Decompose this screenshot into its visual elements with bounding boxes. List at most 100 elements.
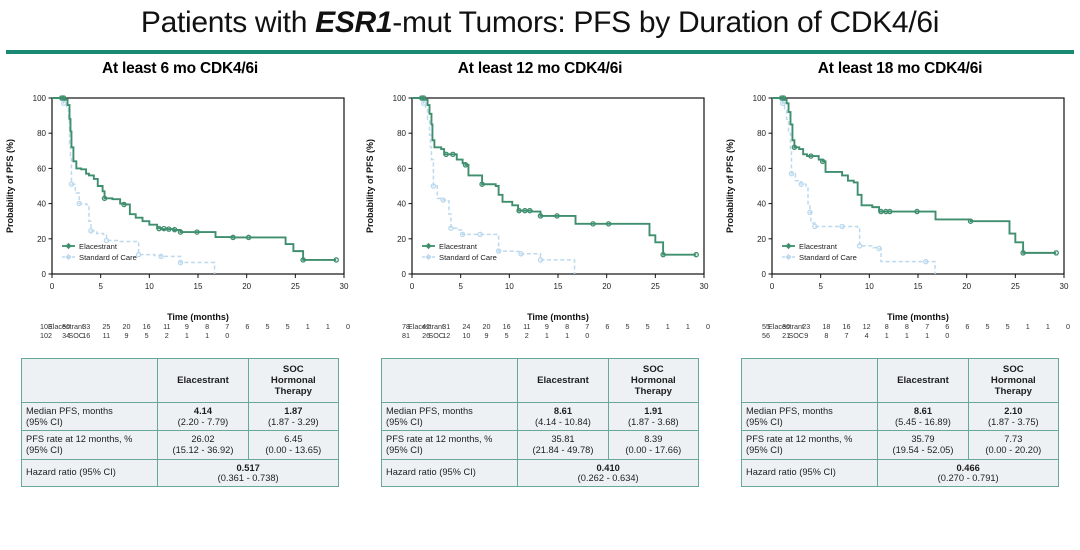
row-label-median-pfs: Median PFS, months (95% CI): [740, 401, 879, 432]
x-tick-label: 0: [410, 282, 415, 291]
y-tick-label: 20: [37, 235, 46, 244]
risk-value: 1: [925, 331, 930, 340]
censor-mark: [418, 95, 425, 101]
row-label-pfs-rate: PFS rate at 12 months, % (95% CI): [740, 430, 879, 460]
risk-value: 0: [945, 331, 950, 340]
risk-value: 8: [565, 322, 570, 331]
y-tick-label: 60: [397, 164, 406, 173]
median-pfs-soc: 2.10 (1.87 - 3.75): [967, 401, 1060, 432]
legend-label: Elacestrant: [799, 242, 838, 251]
risk-value: 5: [285, 322, 290, 331]
chart-legend: Elacestrant Standard of Care: [782, 242, 857, 262]
risk-value: 7: [844, 331, 849, 340]
table-row-median-pfs: Median PFS, months (95% CI) 8.61 (4.14 - 1…: [380, 401, 700, 432]
censor-mark: [60, 95, 67, 101]
summary-stats-table: Elacestrant SOC Hormonal Therapy Median PF…: [380, 358, 700, 487]
table-row-median-pfs: Median PFS, months (95% CI) 4.14 (2.20 - 7…: [20, 401, 340, 432]
legend-marker: [425, 253, 432, 261]
legend-label: Standard of Care: [799, 253, 857, 262]
risk-value: 2: [524, 331, 529, 340]
risk-value: 25: [102, 322, 111, 331]
median-pfs-elacestrant: 4.14 (2.20 - 7.79): [157, 401, 249, 432]
censor-mark: [554, 213, 560, 219]
censor-mark: [778, 95, 785, 101]
pfs-rate-soc: 7.73 (0.00 - 20.20): [967, 430, 1060, 460]
panel-1: At least 6 mo CDK4/6i 0 20 40 60 80 100 0 5 10 15 2…: [0, 60, 360, 546]
x-tick-label: 0: [770, 282, 775, 291]
censor-mark: [177, 229, 184, 235]
risk-value: 34: [62, 331, 71, 340]
numbers-at-risk: Elacestrant 55 30 23 18 16 12 8 8 7 6 6 5 5 1 1 0 SOC 56 21…: [720, 322, 1080, 350]
risk-value: 81: [402, 331, 410, 340]
table-row-pfs-rate: PFS rate at 12 months, % (95% CI) 35.79 (1…: [740, 430, 1060, 460]
censor-mark: [527, 207, 533, 214]
row-label-median-pfs: Median PFS, months (95% CI): [380, 401, 519, 432]
censor-mark: [605, 221, 612, 227]
censor-mark: [923, 258, 929, 265]
risk-value: 11: [102, 331, 111, 340]
x-tick-label: 10: [145, 282, 154, 291]
y-tick-label: 100: [393, 94, 407, 103]
censor-mark: [798, 181, 804, 187]
risk-value: 42: [422, 322, 431, 331]
y-tick-label: 0: [402, 270, 407, 279]
page-title-gene: ESR1: [315, 6, 393, 39]
censor-mark: [537, 213, 544, 219]
risk-value: 1: [1045, 322, 1050, 331]
censor-mark: [88, 228, 94, 234]
y-tick-label: 20: [757, 235, 766, 244]
x-tick-label: 5: [98, 282, 103, 291]
header-elacestrant: Elacestrant: [157, 358, 249, 403]
chart-area: 0 20 40 60 80 100 0 5 10 15 20 25 30 Time (months) Pro…: [720, 86, 1080, 326]
y-tick-label: 0: [42, 270, 47, 279]
x-tick-label: 15: [554, 282, 563, 291]
censor-mark: [58, 95, 65, 101]
legend-marker: [65, 253, 72, 261]
censor-mark: [135, 251, 142, 258]
censor-mark: [479, 181, 485, 187]
risk-value: 8: [904, 322, 909, 331]
risk-row-elacestrant: Elacestrant 103 50 33 25 20 16 11 9 8 7 6 5 5 1 1 0: [0, 322, 360, 333]
x-tick-label: 30: [1060, 282, 1069, 291]
header-soc: SOC Hormonal Therapy: [247, 358, 340, 403]
censor-mark: [333, 257, 339, 263]
y-axis-title: Probability of PFS (%): [365, 139, 375, 233]
censor-mark: [101, 195, 108, 202]
km-plot: 0 20 40 60 80 100 0 5 10 15 20 25 30 Time (months) Pro…: [725, 94, 1069, 322]
risk-value: 16: [842, 322, 851, 331]
km-curve-elacestrant: [412, 97, 697, 256]
censor-mark: [171, 226, 178, 233]
risk-value: 5: [504, 331, 509, 340]
pfs-rate-soc: 6.45 (0.00 - 13.65): [247, 430, 340, 460]
censor-mark: [161, 225, 167, 232]
censor-mark: [660, 251, 666, 258]
x-tick-label: 20: [962, 282, 971, 291]
censor-mark: [121, 201, 127, 208]
panel-title: At least 12 mo CDK4/6i: [457, 60, 623, 77]
table-header-row: Elacestrant SOC Hormonal Therapy: [380, 358, 700, 403]
censor-mark: [856, 243, 863, 249]
row-label-median-pfs: Median PFS, months (95% CI): [20, 401, 159, 432]
censor-mark: [914, 208, 920, 215]
censor-mark: [967, 218, 974, 224]
risk-row-elacestrant: Elacestrant 55 30 23 18 16 12 8 8 7 6 6 5 5 1 1 0: [720, 322, 1080, 333]
censor-mark: [819, 158, 826, 165]
panel-3: At least 18 mo CDK4/6i 0 20 40 60 80 100 0 5 10 15…: [720, 60, 1080, 546]
censor-mark: [779, 100, 786, 107]
risk-value: 5: [265, 322, 270, 331]
censor-mark: [194, 229, 200, 235]
row-label-pfs-rate: PFS rate at 12 months, % (95% CI): [20, 430, 159, 460]
risk-value: 10: [462, 331, 471, 340]
legend-label: Standard of Care: [79, 253, 137, 262]
y-tick-label: 60: [757, 164, 766, 173]
censor-mark: [839, 223, 845, 230]
risk-value: 1: [685, 322, 690, 331]
risk-value: 16: [502, 322, 511, 331]
chart-area: 0 20 40 60 80 100 0 5 10 15 20 25 30 Time (months) Pro…: [0, 86, 360, 326]
risk-value: 9: [544, 322, 549, 331]
risk-value: 0: [585, 331, 590, 340]
risk-row-label-soc: SOC: [788, 331, 804, 340]
risk-value: 33: [82, 322, 91, 331]
censor-mark: [156, 225, 162, 232]
row-label-hazard-ratio: Hazard ratio (95% CI): [20, 458, 159, 487]
